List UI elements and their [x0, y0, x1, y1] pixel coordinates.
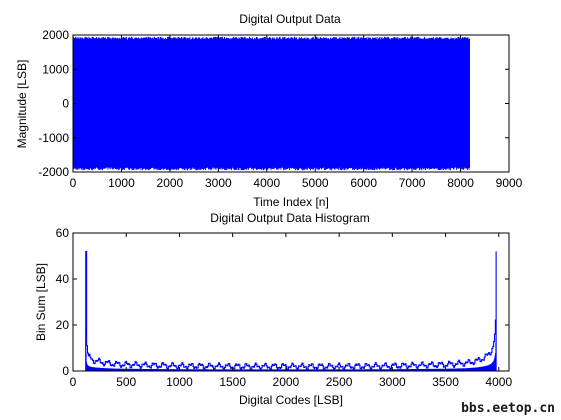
axes-box — [72, 232, 510, 372]
y-axis: 0 20 40 60 — [56, 226, 509, 378]
y-axis-label: Magnitude [LSB] — [15, 60, 29, 149]
x-tick-label: 4000 — [253, 176, 280, 190]
y-tick-label: -1000 — [38, 131, 69, 145]
x-tick-label: 1000 — [108, 176, 135, 190]
x-tick-label: 0 — [70, 375, 77, 389]
x-tick-label: 1500 — [219, 375, 246, 389]
y-tick-label: 0 — [62, 364, 69, 378]
x-tick-label: 8000 — [447, 176, 474, 190]
y-tick-label: -2000 — [38, 165, 69, 179]
plot-area: 0 1000 2000 3000 4000 5000 6000 7000 8000 9000 -2… — [38, 28, 522, 190]
x-tick-label: 0 — [70, 176, 77, 190]
x-tick-label: 2000 — [273, 375, 300, 389]
x-axis-label: Digital Codes [LSB] — [239, 393, 343, 407]
x-tick-label: 500 — [116, 375, 136, 389]
x-tick-label: 6000 — [350, 176, 377, 190]
plot-background — [73, 233, 509, 371]
x-tick-label: 1000 — [166, 375, 193, 389]
y-tick-label: 2000 — [42, 28, 69, 42]
x-tick-label: 3000 — [379, 375, 406, 389]
y-axis: -2000 -1000 0 1000 2000 — [38, 28, 509, 179]
y-tick-label: 60 — [56, 226, 70, 240]
y-tick-label: 0 — [62, 97, 69, 111]
histogram-series — [85, 250, 497, 371]
chart-title: Digital Output Data Histogram — [210, 211, 369, 225]
x-tick-label: 9000 — [496, 176, 523, 190]
plot-area: 0 500 1000 1500 2000 2500 3000 3500 4000 0 20 40 60 — [56, 226, 513, 389]
y-axis-label: Bin Sum [LSB] — [34, 263, 48, 341]
histogram-bins — [85, 329, 497, 371]
signal-fill — [73, 39, 470, 168]
x-tick-label: 3500 — [432, 375, 459, 389]
x-axis-label: Time Index [n] — [253, 195, 329, 209]
watermark-text: bbs.eetop.cn — [461, 401, 555, 416]
x-tick-label: 4000 — [485, 375, 512, 389]
histogram-chart: Digital Output Data Histogram 0 500 1000 15… — [34, 211, 512, 407]
x-tick-label: 7000 — [399, 176, 426, 190]
x-tick-label: 2500 — [326, 375, 353, 389]
y-tick-label: 1000 — [42, 62, 69, 76]
chart-title: Digital Output Data — [239, 12, 341, 26]
time-series-chart: Digital Output Data 0 1000 2000 3000 4000 500… — [15, 12, 523, 209]
x-tick-label: 2000 — [157, 176, 184, 190]
x-tick-label: 5000 — [302, 176, 329, 190]
x-axis: 0 1000 2000 3000 4000 5000 6000 7000 8000 9000 — [70, 35, 523, 190]
signal-series — [73, 36, 470, 171]
y-tick-label: 20 — [56, 318, 70, 332]
y-tick-label: 40 — [56, 272, 70, 286]
x-tick-label: 3000 — [205, 176, 232, 190]
x-axis: 0 500 1000 1500 2000 2500 3000 3500 4000 — [70, 233, 512, 389]
